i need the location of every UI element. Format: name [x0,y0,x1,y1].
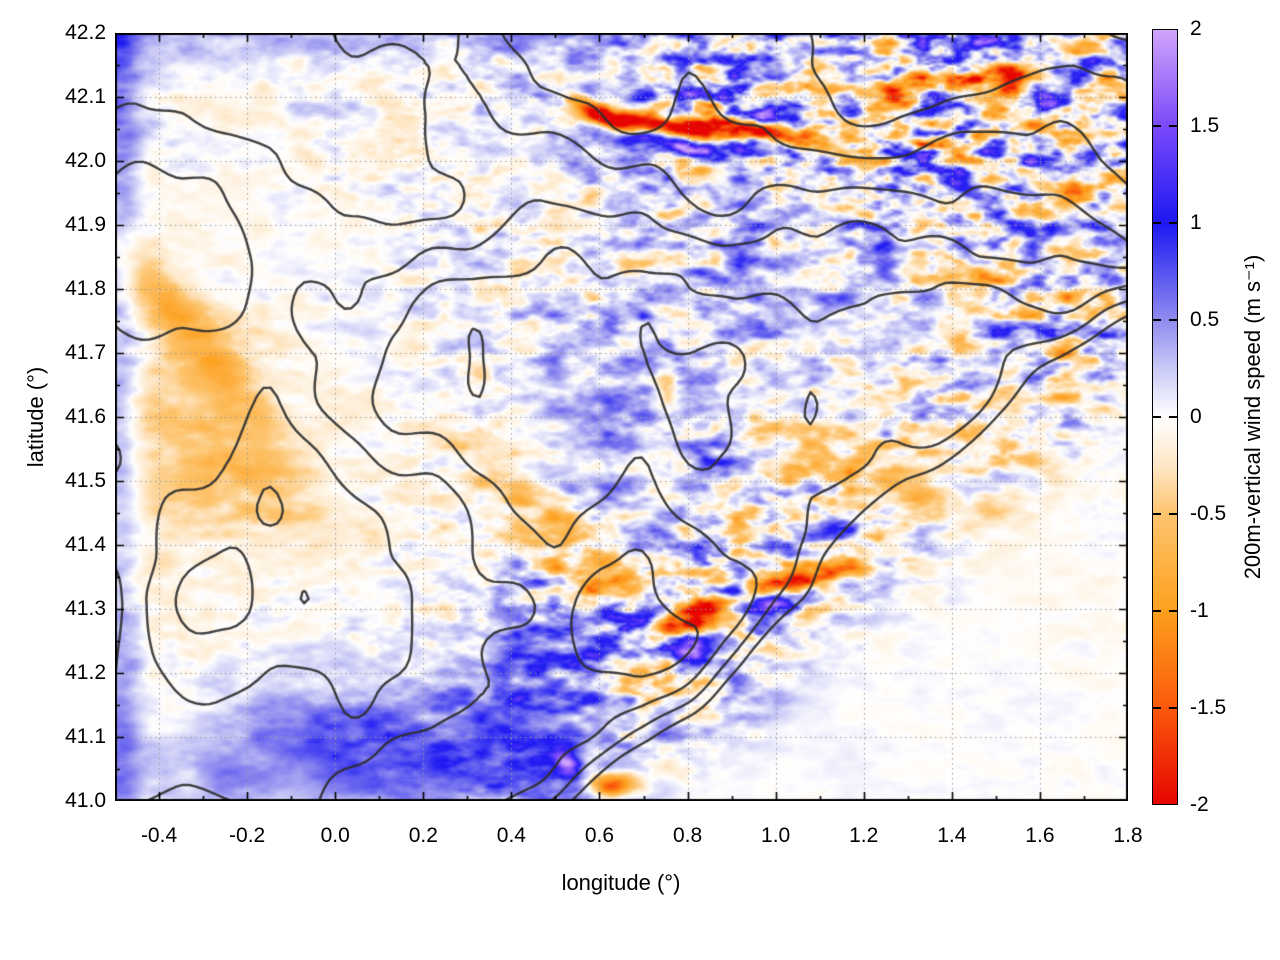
x-tick-label: 1.6 [1025,824,1055,847]
colorbar-tick-mark [1153,610,1161,612]
x-axis-label: longitude (°) [561,870,681,895]
colorbar-tick-label: 0 [1190,405,1202,428]
colorbar-tick-mark [1153,319,1161,321]
x-tick-label: 1.4 [937,824,967,847]
x-tick-label: 0.8 [672,824,703,847]
y-tick-label: 41.7 [65,341,106,364]
x-tick-label: 1.8 [1113,824,1143,847]
y-tick-label: 41.2 [65,661,106,684]
x-tick-label: 0.6 [584,824,615,847]
y-tick-label: 41.9 [65,213,106,236]
colorbar-label: 200m-vertical wind speed (m s⁻¹) [1240,254,1265,580]
y-tick-label: 41.0 [65,789,106,812]
colorbar-tick-mark [1169,416,1177,418]
y-tick-label: 42.0 [65,149,106,172]
y-tick-label: 42.1 [65,85,106,108]
x-tick-label: 1.0 [761,824,791,847]
colorbar-tick-mark [1153,416,1161,418]
colorbar-tick-label: 1.5 [1190,114,1220,137]
x-tick-label: -0.2 [229,824,266,847]
x-tick-label: 1.2 [849,824,879,847]
y-tick-label: 42.2 [65,21,106,44]
y-tick-label: 41.5 [65,469,106,492]
y-tick-label: 41.8 [65,277,106,300]
colorbar-tick-mark [1153,222,1161,224]
colorbar-tick-label: 1 [1190,211,1202,234]
x-tick-label: 0.4 [496,824,526,847]
y-tick-label: 41.6 [65,405,106,428]
colorbar-tick-mark [1169,707,1177,709]
x-tick-label: -0.4 [140,824,178,847]
colorbar-tick-label: -1.5 [1190,696,1227,719]
y-tick-label: 41.4 [65,533,106,556]
colorbar-tick-mark [1169,513,1177,515]
colorbar-tick-mark [1153,707,1161,709]
colorbar-tick-mark [1153,513,1161,515]
colorbar-tick-label: -2 [1190,793,1209,816]
y-tick-label: 41.1 [65,725,106,748]
x-tick-label: 0.0 [320,824,350,847]
colorbar-tick-mark [1169,222,1177,224]
colorbar-tick-mark [1169,125,1177,127]
y-axis-label: latitude (°) [23,366,48,468]
y-tick-label: 41.3 [65,597,106,620]
colorbar-tick-label: 0.5 [1190,308,1220,331]
colorbar-tick-mark [1153,125,1161,127]
colorbar-tick-mark [1169,610,1177,612]
colorbar-tick-mark [1169,319,1177,321]
colorbar-tick-label: 2 [1190,17,1202,40]
colorbar-tick-label: -0.5 [1190,502,1227,525]
heatmap-canvas [115,33,1128,801]
x-tick-label: 0.2 [408,824,438,847]
colorbar-tick-label: -1 [1190,599,1209,622]
